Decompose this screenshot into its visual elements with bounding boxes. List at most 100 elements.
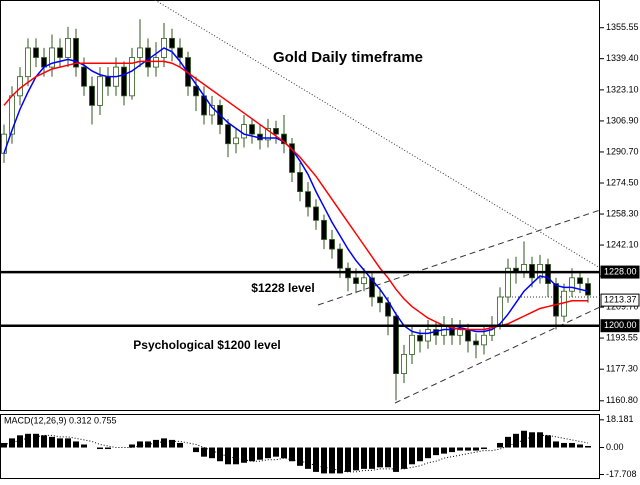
candle-body (25, 47, 31, 78)
y-tick-label: 1339.40 (606, 53, 639, 63)
macd-bar (73, 441, 79, 448)
macd-bar (409, 447, 415, 465)
macd-bar (585, 446, 591, 448)
y-tick-label: 1258.30 (606, 208, 639, 218)
candle-body (89, 85, 95, 106)
y-tick-label: 1306.90 (606, 115, 639, 125)
candle-body (329, 239, 335, 250)
macd-bar (1, 442, 7, 448)
macd-bar (505, 436, 511, 448)
candle-body (553, 283, 559, 317)
macd-bar (465, 447, 471, 451)
macd-bar (337, 447, 343, 474)
macd-bar (137, 441, 143, 448)
macd-bar (425, 447, 431, 459)
candle-body (121, 66, 127, 97)
macd-bar (545, 435, 551, 448)
moving-average (3, 60, 588, 331)
annotation: Psychological $1200 level (133, 338, 280, 352)
macd-bar (49, 436, 55, 448)
candle-body (137, 47, 143, 58)
macd-bar (313, 447, 319, 472)
trend-line (154, 0, 601, 269)
candle-body (321, 219, 327, 240)
candle-body (177, 47, 183, 58)
y-tick-label: 1274.50 (606, 177, 639, 187)
candle-body (241, 124, 247, 139)
macd-bar (193, 447, 199, 453)
candle-body (505, 267, 511, 298)
macd-bar (57, 438, 63, 448)
moving-average (3, 47, 589, 335)
y-tick-label: 0.00 (606, 442, 624, 452)
macd-bar (281, 447, 287, 459)
macd-bar (161, 438, 167, 448)
level-box (600, 319, 640, 333)
macd-bar (449, 447, 455, 453)
macd-bar (225, 447, 231, 465)
y-tick-label: 1355.55 (606, 22, 639, 32)
candle-body (337, 248, 343, 269)
candle-body (465, 329, 471, 342)
macd-bar (177, 442, 183, 448)
macd-bar (321, 447, 327, 474)
macd-bar (369, 447, 375, 469)
macd-bar (289, 447, 295, 462)
candle-body (577, 277, 583, 284)
candle-body (169, 37, 175, 49)
candle-body (193, 85, 199, 97)
candle-body (545, 264, 551, 284)
macd-bar (345, 447, 351, 472)
candle-body (425, 329, 431, 342)
candle-body (585, 283, 591, 296)
candle-body (65, 37, 71, 58)
candle-body (457, 329, 463, 336)
y-tick-label: 1193.55 (606, 332, 638, 342)
macd-bar (481, 447, 487, 450)
macd-bar (265, 447, 271, 459)
macd-bar (433, 447, 439, 456)
candle-body (225, 124, 231, 145)
candle-body (385, 302, 391, 317)
y-tick-label: 1323.10 (606, 84, 639, 94)
macd-bar (353, 447, 359, 471)
macd-bar (497, 442, 503, 448)
macd-bar (401, 447, 407, 469)
candle-body (313, 206, 319, 221)
level-box (600, 265, 640, 279)
macd-bar (537, 432, 543, 448)
macd-bar (361, 447, 367, 469)
macd-bar (441, 447, 447, 454)
macd-bar (169, 439, 175, 448)
candle-body (265, 127, 271, 141)
macd-bar (25, 433, 31, 448)
macd-bar (473, 447, 479, 451)
candle-body (569, 277, 575, 292)
candle-body (281, 133, 287, 145)
macd-bar (385, 447, 391, 468)
macd-bar (457, 447, 463, 451)
macd-bar (129, 444, 135, 448)
macd-bar (529, 432, 535, 448)
candle-body (73, 37, 79, 68)
candle-body (233, 137, 239, 145)
annotation: $1228 level (251, 281, 314, 295)
macd-bar (569, 442, 575, 448)
macd-bar (329, 447, 335, 474)
macd-bar (233, 447, 239, 465)
candle-body (97, 76, 103, 106)
candle-body (49, 47, 55, 68)
level-box (600, 293, 640, 307)
level-label: 1213.37 (604, 294, 637, 304)
y-tick-label: -17.708 (606, 469, 637, 479)
macd-bar (241, 447, 247, 463)
candle-body (481, 334, 487, 346)
y-tick-label: 1242.10 (606, 239, 639, 249)
y-tick-label: 1177.30 (606, 364, 638, 374)
macd-bar (577, 444, 583, 448)
candle-body (409, 334, 415, 355)
candle-body (401, 354, 407, 375)
candle-body (289, 143, 295, 173)
